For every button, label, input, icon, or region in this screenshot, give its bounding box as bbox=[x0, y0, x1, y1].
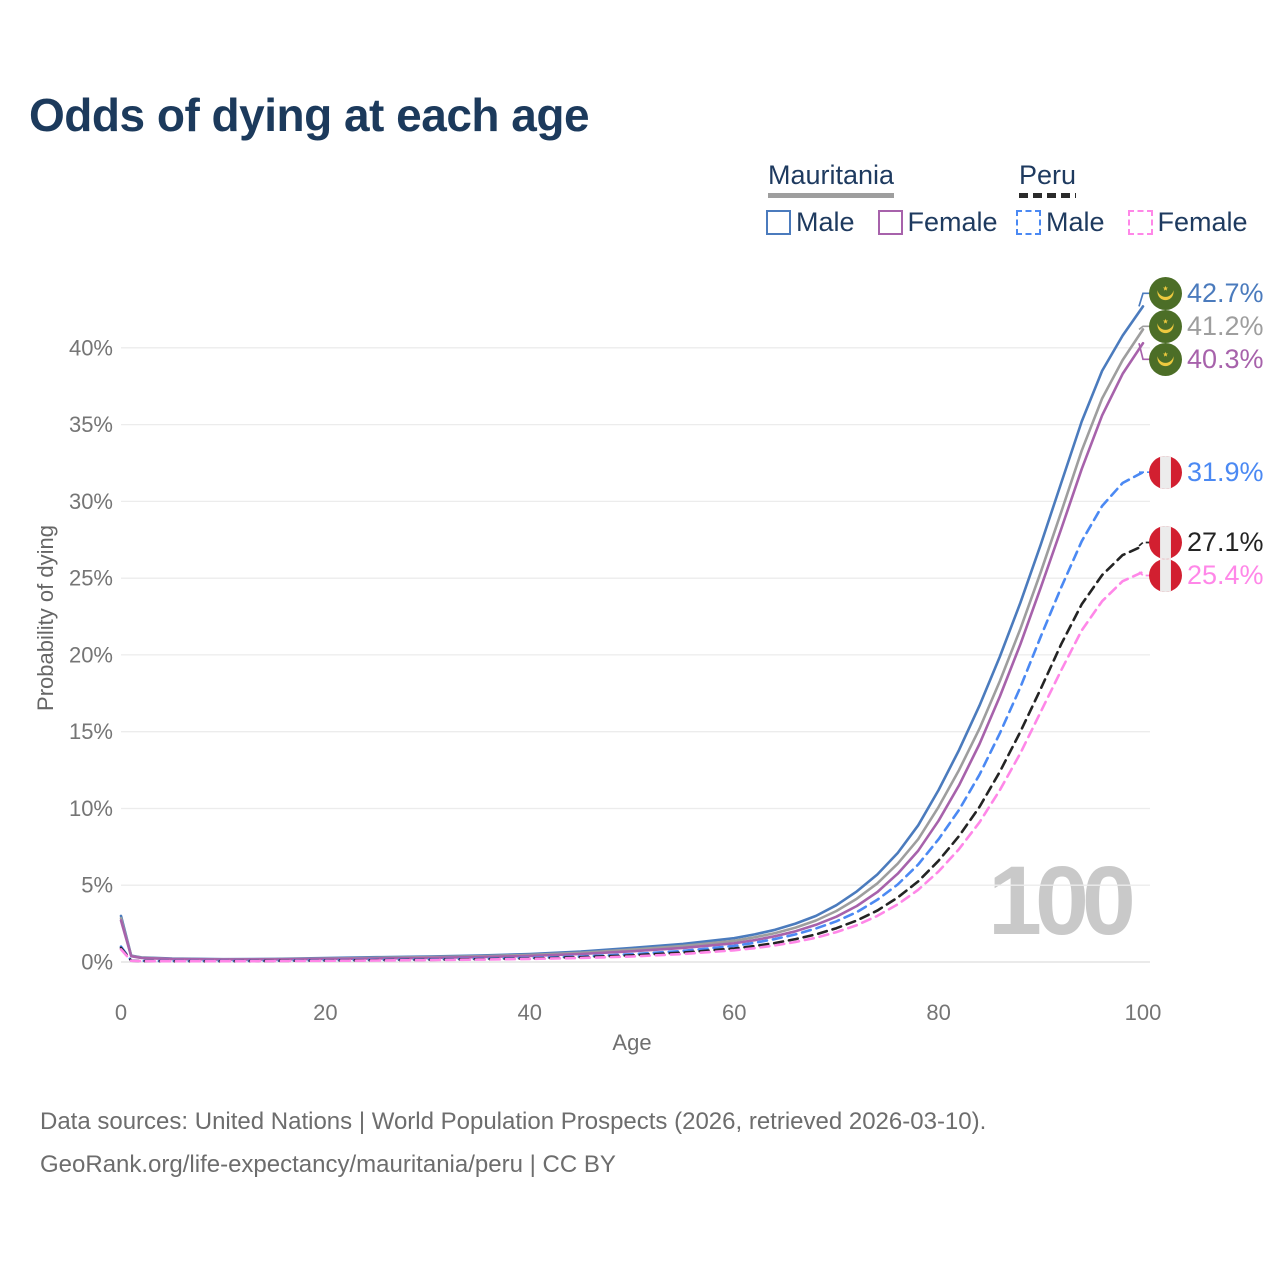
legend-row-peru: Male Female bbox=[1016, 207, 1248, 238]
x-tick-label: 60 bbox=[722, 1000, 746, 1025]
x-axis-title: Age bbox=[612, 1030, 651, 1055]
end-label-connector-mauritania-both bbox=[1138, 325, 1150, 331]
y-tick-label: 20% bbox=[69, 642, 113, 667]
legend-country-peru-label: Peru bbox=[1019, 160, 1077, 190]
series-line-mauritania-both[interactable] bbox=[119, 328, 1145, 961]
mauritania-flag-icon bbox=[1149, 342, 1182, 376]
y-tick-label: 15% bbox=[69, 719, 113, 744]
series-end-value: 27.1% bbox=[1187, 526, 1264, 557]
series-line-peru-both[interactable] bbox=[119, 544, 1145, 963]
series-end-value: 31.9% bbox=[1187, 456, 1264, 487]
legend-country-mauritania[interactable]: Mauritania bbox=[768, 160, 895, 198]
peru-flag-icon bbox=[1149, 525, 1182, 559]
series-end-value: 42.7% bbox=[1187, 277, 1264, 308]
footer: Data sources: United Nations | World Pop… bbox=[40, 1100, 986, 1186]
legend-item-peru-female[interactable]: Female bbox=[1127, 207, 1248, 238]
series-end-label-mauritania-both: 41.2% bbox=[1149, 309, 1264, 343]
series-end-value: 25.4% bbox=[1187, 559, 1264, 590]
age-watermark: 100 bbox=[988, 846, 1136, 955]
mauritania-male-swatch-icon bbox=[766, 210, 791, 235]
mauritania-female-swatch-icon bbox=[877, 210, 903, 235]
series-line-peru-female[interactable] bbox=[119, 570, 1145, 963]
x-tick-label: 100 bbox=[1125, 1000, 1162, 1025]
series-line-mauritania-female[interactable] bbox=[119, 341, 1145, 961]
footer-data-sources: Data sources: United Nations | World Pop… bbox=[40, 1108, 987, 1135]
series-line-peru-male[interactable] bbox=[119, 470, 1145, 963]
series-end-label-peru-both: 27.1% bbox=[1149, 525, 1264, 559]
end-label-connector-peru-female bbox=[1138, 571, 1150, 577]
legend-item-peru-male[interactable]: Male bbox=[1016, 207, 1105, 238]
peru-male-swatch-icon bbox=[1016, 210, 1041, 235]
y-tick-label: 10% bbox=[69, 796, 113, 821]
y-tick-label: 0% bbox=[81, 950, 113, 975]
series-end-label-mauritania-female: 40.3% bbox=[1149, 342, 1264, 376]
mauritania-combined-line-swatch bbox=[768, 193, 895, 198]
legend-label-mauritania-male: Male bbox=[796, 207, 855, 237]
legend-country-peru[interactable]: Peru bbox=[1019, 160, 1077, 198]
peru-flag-icon bbox=[1149, 455, 1182, 489]
series-end-label-peru-female: 25.4% bbox=[1149, 558, 1264, 592]
legend-label-peru-male: Male bbox=[1046, 207, 1105, 237]
series-line-mauritania-male[interactable] bbox=[119, 305, 1145, 961]
mauritania-flag-icon bbox=[1149, 276, 1182, 310]
series-end-value: 40.3% bbox=[1187, 343, 1264, 374]
series-end-value: 41.2% bbox=[1187, 310, 1264, 341]
end-label-connector-mauritania-male bbox=[1138, 292, 1150, 307]
legend-country-mauritania-label: Mauritania bbox=[768, 160, 895, 190]
end-label-connector-mauritania-female bbox=[1138, 342, 1150, 361]
y-tick-label: 40% bbox=[69, 335, 113, 360]
y-tick-label: 30% bbox=[69, 489, 113, 514]
legend-item-mauritania-male[interactable]: Male bbox=[766, 207, 855, 238]
end-label-connector-peru-both bbox=[1138, 541, 1150, 547]
legend-label-peru-female: Female bbox=[1157, 207, 1248, 237]
legend-item-mauritania-female[interactable]: Female bbox=[877, 207, 998, 238]
peru-flag-icon bbox=[1149, 558, 1182, 592]
series-end-label-peru-male: 31.9% bbox=[1149, 455, 1264, 489]
y-tick-label: 5% bbox=[81, 873, 113, 898]
series-end-label-mauritania-male: 42.7% bbox=[1149, 276, 1264, 310]
legend-label-mauritania-female: Female bbox=[907, 207, 998, 237]
x-tick-label: 40 bbox=[518, 1000, 542, 1025]
y-tick-label: 35% bbox=[69, 412, 113, 437]
x-tick-label: 80 bbox=[926, 1000, 950, 1025]
mauritania-flag-icon bbox=[1149, 309, 1182, 343]
peru-female-swatch-icon bbox=[1127, 210, 1153, 235]
legend-row-mauritania: Male Female bbox=[766, 207, 998, 238]
x-tick-label: 20 bbox=[313, 1000, 337, 1025]
footer-attribution: GeoRank.org/life-expectancy/mauritania/p… bbox=[40, 1151, 616, 1178]
peru-combined-line-swatch bbox=[1019, 193, 1077, 198]
page-title: Odds of dying at each age bbox=[29, 89, 590, 141]
y-tick-label: 25% bbox=[69, 566, 113, 591]
x-tick-label: 0 bbox=[115, 1000, 127, 1025]
